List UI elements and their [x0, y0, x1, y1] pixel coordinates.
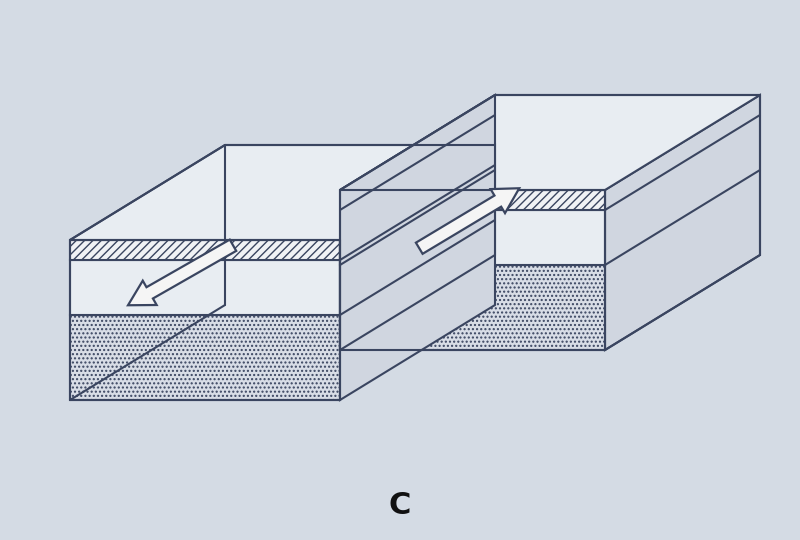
Polygon shape	[340, 190, 605, 210]
Polygon shape	[70, 315, 340, 400]
Polygon shape	[70, 260, 340, 315]
Polygon shape	[128, 240, 236, 305]
Polygon shape	[605, 95, 760, 350]
Polygon shape	[70, 145, 495, 240]
Polygon shape	[340, 95, 760, 190]
Polygon shape	[340, 265, 605, 350]
Polygon shape	[70, 240, 340, 260]
Polygon shape	[416, 188, 519, 254]
Polygon shape	[340, 95, 495, 350]
Polygon shape	[340, 210, 605, 265]
Polygon shape	[340, 145, 495, 400]
Text: C: C	[389, 490, 411, 519]
